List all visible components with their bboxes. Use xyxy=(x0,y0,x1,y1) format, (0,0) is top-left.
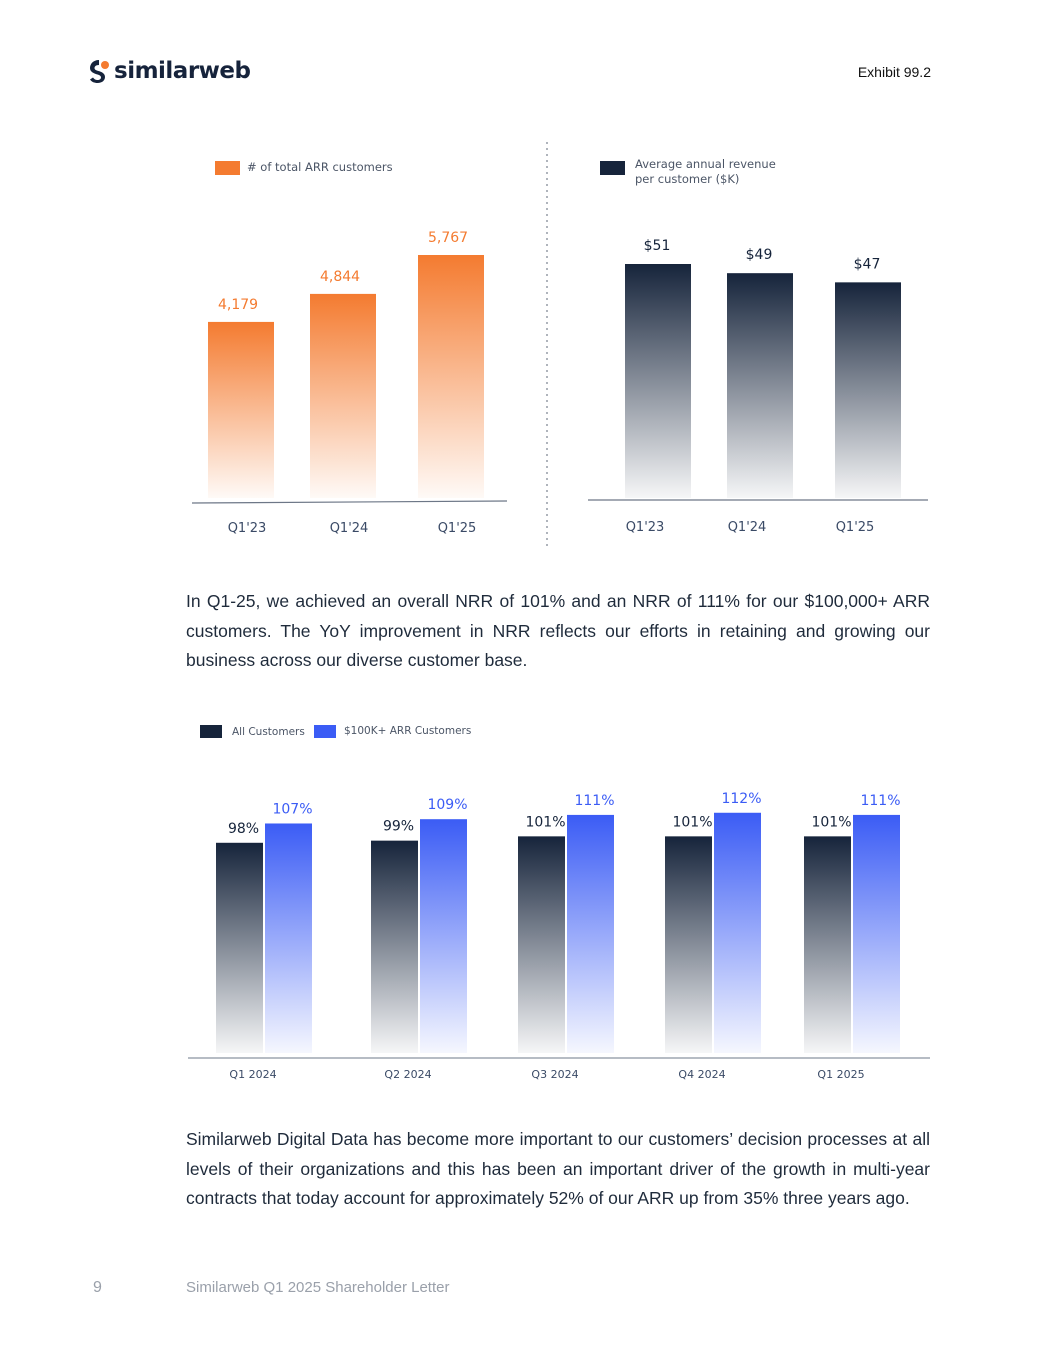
x-axis-line xyxy=(191,500,508,504)
bar-value-label: 98% xyxy=(228,821,259,837)
x-tick-label: Q3 2024 xyxy=(531,1068,578,1081)
bar-100k-customers xyxy=(420,819,467,1053)
legend-label-100k-customers: $100K+ ARR Customers xyxy=(344,725,471,737)
x-tick-label: Q1'24 xyxy=(728,520,767,535)
bar-value-label: $49 xyxy=(746,247,773,263)
bar-avg-revenue xyxy=(625,264,691,498)
bar-all-customers xyxy=(216,842,263,1053)
bar-all-customers xyxy=(665,836,712,1053)
x-tick-label: Q4 2024 xyxy=(678,1068,725,1081)
bar-value-label: 101% xyxy=(525,814,565,830)
bar-value-label: $51 xyxy=(644,238,671,254)
bar-value-label: 111% xyxy=(574,793,614,809)
bar-100k-customers xyxy=(265,823,312,1053)
nrr-paragraph: In Q1-25, we achieved an overall NRR of … xyxy=(186,591,930,670)
arr-customers-chart: # of total ARR customers 4,179 Q1'23 4,844… xyxy=(191,160,508,536)
x-tick-label: Q1'23 xyxy=(626,520,665,535)
bar-value-label: 101% xyxy=(672,814,712,830)
bar-all-customers xyxy=(804,836,851,1053)
legend-swatch-arr-customers xyxy=(215,161,240,175)
bar-value-label: 111% xyxy=(860,793,900,809)
bar-avg-revenue xyxy=(835,282,901,498)
brand-name: similarweb xyxy=(114,58,251,84)
exhibit-label: Exhibit 99.2 xyxy=(857,64,931,80)
avg-revenue-chart: Average annual revenue per customer ($K) … xyxy=(588,157,928,535)
bar-value-label: 101% xyxy=(811,814,851,830)
page-number: 9 xyxy=(93,1279,102,1296)
multi-year-paragraph: Similarweb Digital Data has become more … xyxy=(186,1129,930,1208)
bar-arr-customers xyxy=(310,293,376,498)
bar-value-label: $47 xyxy=(854,256,881,272)
x-tick-label: Q1'25 xyxy=(836,520,875,535)
bar-100k-customers xyxy=(853,814,900,1053)
similarweb-logo: similarweb xyxy=(88,58,251,84)
x-tick-label: Q2 2024 xyxy=(384,1068,431,1081)
bar-avg-revenue xyxy=(727,273,793,498)
x-tick-label: Q1 2024 xyxy=(229,1068,276,1081)
x-tick-label: Q1'23 xyxy=(228,521,267,536)
bar-100k-customers xyxy=(714,812,761,1053)
x-tick-label: Q1'25 xyxy=(438,521,477,536)
bar-value-label: 109% xyxy=(427,797,467,813)
legend-label-arr-customers: # of total ARR customers xyxy=(247,160,393,174)
nrr-chart: All Customers $100K+ ARR Customers 98% 99… xyxy=(188,725,930,1081)
bar-value-label: 107% xyxy=(272,801,312,817)
footer-doc-title: Similarweb Q1 2025 Shareholder Letter xyxy=(186,1279,450,1296)
similarweb-logo-icon xyxy=(90,60,109,83)
legend-swatch-all-customers xyxy=(200,725,222,738)
bar-value-label: 4,844 xyxy=(320,269,360,285)
bar-arr-customers xyxy=(208,321,274,498)
bar-value-label: 112% xyxy=(721,791,761,807)
legend-swatch-100k-customers xyxy=(314,725,336,738)
x-tick-label: Q1 2025 xyxy=(817,1068,864,1081)
bar-100k-customers xyxy=(567,814,614,1053)
legend-swatch-avg-revenue xyxy=(600,161,625,175)
bar-arr-customers xyxy=(418,255,484,498)
bar-value-label: 5,767 xyxy=(428,230,468,246)
chart-divider xyxy=(546,142,548,548)
bar-all-customers xyxy=(371,840,418,1053)
bar-all-customers xyxy=(518,836,565,1053)
legend-label-avg-revenue: Average annual revenue per customer ($K) xyxy=(635,157,776,186)
legend-label-all-customers: All Customers xyxy=(232,726,305,738)
x-tick-label: Q1'24 xyxy=(330,521,369,536)
bar-value-label: 4,179 xyxy=(218,297,258,313)
bar-value-label: 99% xyxy=(383,819,414,835)
